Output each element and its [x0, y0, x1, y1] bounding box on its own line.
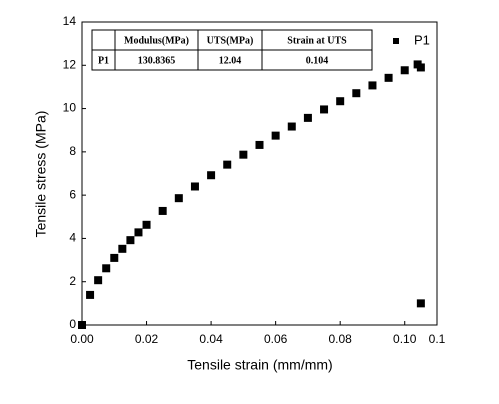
data-point	[142, 220, 151, 229]
x-tick-label: 0.06	[264, 332, 288, 346]
data-point	[255, 140, 264, 149]
data-point	[118, 244, 127, 253]
x-tick-label: 0.00	[70, 332, 94, 346]
y-tick-label: 8	[69, 144, 76, 158]
data-point	[207, 171, 216, 180]
legend-label: P1	[414, 32, 430, 47]
y-tick-label: 0	[69, 317, 76, 331]
table-cell: 130.8365	[138, 55, 176, 66]
data-point	[190, 182, 199, 191]
data-point	[336, 97, 345, 106]
x-tick-label: 0.02	[135, 332, 159, 346]
data-point	[110, 253, 119, 262]
data-point	[174, 194, 183, 203]
table-header: Strain at UTS	[287, 35, 347, 46]
inset-table: Modulus(MPa) UTS(MPa) Strain at UTS P1 130.8…	[91, 29, 373, 71]
data-point	[416, 63, 425, 72]
data-point	[239, 150, 248, 159]
x-tick-label: 0.1	[429, 332, 446, 346]
y-tick-label: 2	[69, 274, 76, 288]
data-point	[126, 236, 135, 245]
y-tick-label: 10	[63, 101, 77, 115]
data-point	[416, 299, 425, 308]
data-point	[400, 66, 409, 75]
plot-frame	[81, 21, 438, 326]
data-point	[320, 105, 329, 114]
y-tick-label: 4	[69, 231, 76, 245]
x-tick-label: 0.04	[199, 332, 223, 346]
y-tick-label: 12	[63, 57, 77, 71]
data-point	[158, 206, 167, 215]
table-header: Modulus(MPa)	[124, 35, 189, 46]
data-point	[287, 122, 296, 131]
table-header: UTS(MPa)	[207, 35, 254, 46]
data-point	[384, 73, 393, 82]
data-point	[134, 228, 143, 237]
table-cell: P1	[98, 55, 109, 66]
table-cell: 0.104	[306, 55, 329, 66]
data-point	[271, 131, 280, 140]
legend-marker	[393, 38, 399, 44]
data-point	[94, 276, 103, 285]
x-tick-label: 0.10	[393, 332, 417, 346]
y-tick-label: 14	[63, 14, 77, 28]
data-point	[86, 290, 95, 299]
y-axis-label: Tensile stress (MPa)	[33, 111, 49, 238]
x-tick-label: 0.08	[329, 332, 353, 346]
x-axis-label: Tensile strain (mm/mm)	[187, 357, 332, 373]
y-tick-label: 6	[69, 187, 76, 201]
table-cell: 12.04	[219, 55, 242, 66]
data-point	[303, 113, 312, 122]
data-point	[78, 321, 86, 329]
data-point	[368, 81, 377, 90]
data-point	[102, 264, 111, 273]
data-point	[223, 160, 232, 169]
data-point	[352, 89, 361, 98]
